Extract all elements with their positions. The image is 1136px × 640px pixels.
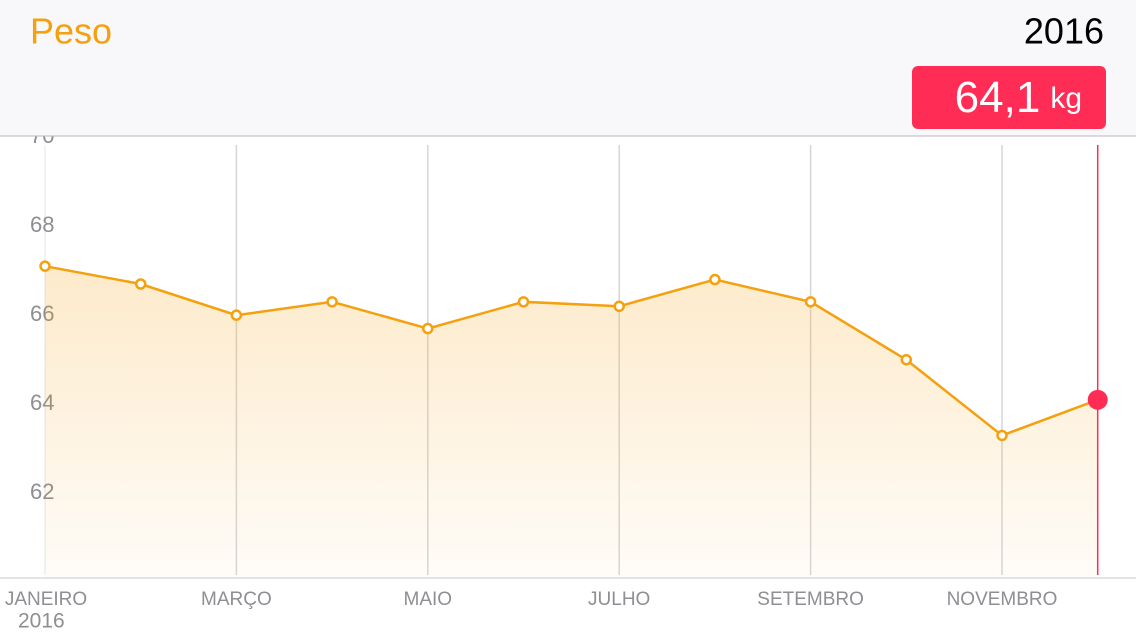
y-tick-label: 68 [30,212,54,237]
area [45,266,1098,578]
line [44,264,1099,437]
point [422,322,434,335]
point [804,296,817,308]
x-sublabel: 2016 [18,610,65,633]
value-badge [912,66,1106,129]
chart-title: Peso [30,11,112,52]
point [709,273,721,286]
point [39,260,51,272]
selected-value: 64,1 kg [955,73,1082,122]
x-tick-label: JULHO [588,589,650,610]
point [230,309,243,321]
year: 2016 [1024,11,1104,52]
point [900,353,913,366]
point [326,296,338,308]
point [134,278,147,290]
plot: 6264666870JANEIROMARÇOMAIOJULHOSETEMBRON… [0,123,1136,633]
point [996,429,1008,442]
x-tick-label: MARÇO [201,589,272,610]
x-tick-label: JANEIRO [5,589,87,610]
selected-number: 64,1 [955,73,1041,122]
x-tick-label: SETEMBRO [757,589,864,610]
point [613,300,625,313]
unit: kg [1050,82,1082,115]
x-tick-label: MAIO [404,589,453,610]
point [517,296,530,308]
x-tick-label: NOVEMBRO [947,589,1058,610]
selected-point [1087,389,1108,410]
